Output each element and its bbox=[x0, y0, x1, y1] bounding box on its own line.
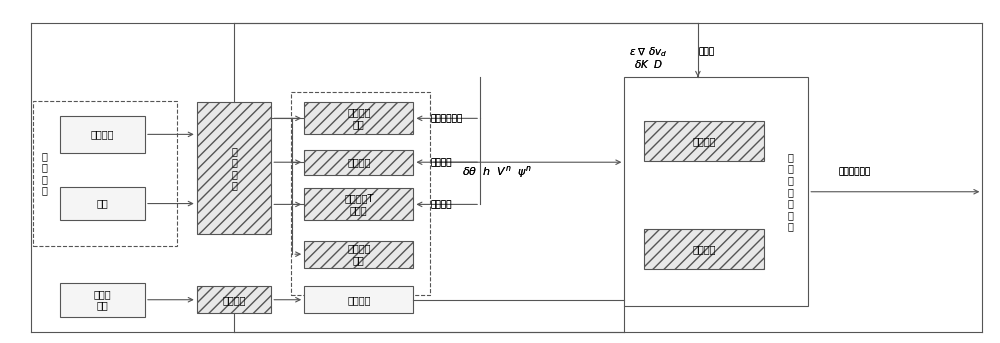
Text: $\varepsilon$ $\nabla$ $\delta v_d$: $\varepsilon$ $\nabla$ $\delta v_d$ bbox=[629, 45, 668, 59]
Bar bbox=[60, 283, 145, 317]
Text: 状态方程: 状态方程 bbox=[692, 136, 716, 146]
Bar bbox=[304, 241, 413, 268]
Bar bbox=[33, 100, 177, 246]
Text: 速度补偿: 速度补偿 bbox=[430, 158, 452, 167]
Text: 姿态补偿: 姿态补偿 bbox=[430, 200, 452, 209]
Text: 最优导航参数: 最优导航参数 bbox=[838, 167, 870, 176]
Bar bbox=[644, 121, 764, 161]
Bar bbox=[291, 92, 430, 295]
Text: $\delta\theta$  $h$  $V^n$  $\psi^n$: $\delta\theta$ $h$ $V^n$ $\psi^n$ bbox=[462, 164, 532, 179]
Text: 误差补偿: 误差补偿 bbox=[222, 295, 246, 305]
Bar bbox=[304, 150, 413, 175]
Bar bbox=[304, 286, 413, 313]
Bar bbox=[197, 102, 271, 234]
Bar bbox=[197, 286, 271, 313]
Bar bbox=[60, 116, 145, 153]
Text: 初始值: 初始值 bbox=[699, 47, 715, 56]
Text: 位置矩阵补偿: 位置矩阵补偿 bbox=[430, 114, 463, 123]
Text: 位置矩阵
计算: 位置矩阵 计算 bbox=[347, 108, 371, 129]
Text: $\delta K$  $D$: $\delta K$ $D$ bbox=[634, 58, 663, 70]
Bar bbox=[304, 188, 413, 221]
Text: 多普勒
雷达: 多普勒 雷达 bbox=[94, 289, 112, 310]
Text: 最优导航参数: 最优导航参数 bbox=[838, 167, 870, 176]
Text: 惯
导
系
统: 惯 导 系 统 bbox=[42, 151, 47, 196]
Bar bbox=[60, 187, 145, 221]
Text: 卡
尔
曼
滤
波
算
法: 卡 尔 曼 滤 波 算 法 bbox=[787, 152, 793, 232]
Bar bbox=[304, 102, 413, 134]
Bar bbox=[624, 77, 808, 307]
Text: 姿态矩阵T
的计算: 姿态矩阵T 的计算 bbox=[344, 193, 373, 215]
Text: 陀螺: 陀螺 bbox=[97, 199, 109, 209]
Text: $\varepsilon$ $\nabla$ $\delta v_d$: $\varepsilon$ $\nabla$ $\delta v_d$ bbox=[629, 45, 668, 59]
Text: 位置矩阵补偿: 位置矩阵补偿 bbox=[430, 114, 463, 123]
Text: 速度补偿: 速度补偿 bbox=[430, 158, 452, 167]
Text: 速度计算: 速度计算 bbox=[347, 157, 371, 167]
Bar bbox=[644, 229, 764, 269]
Text: 加速度计: 加速度计 bbox=[91, 129, 114, 139]
Text: $\delta K$  $D$: $\delta K$ $D$ bbox=[634, 58, 663, 70]
Text: $\delta\theta$  $h$  $V^n$  $\psi^n$: $\delta\theta$ $h$ $V^n$ $\psi^n$ bbox=[462, 164, 532, 179]
Text: 速度转化: 速度转化 bbox=[347, 295, 371, 305]
Text: 姿态补偿: 姿态补偿 bbox=[430, 200, 452, 209]
Text: 初始值: 初始值 bbox=[699, 47, 715, 56]
Text: 量测方程: 量测方程 bbox=[692, 244, 716, 254]
Text: 误
差
补
偿: 误 差 补 偿 bbox=[231, 146, 237, 190]
Text: 姿态速率
计算: 姿态速率 计算 bbox=[347, 244, 371, 265]
